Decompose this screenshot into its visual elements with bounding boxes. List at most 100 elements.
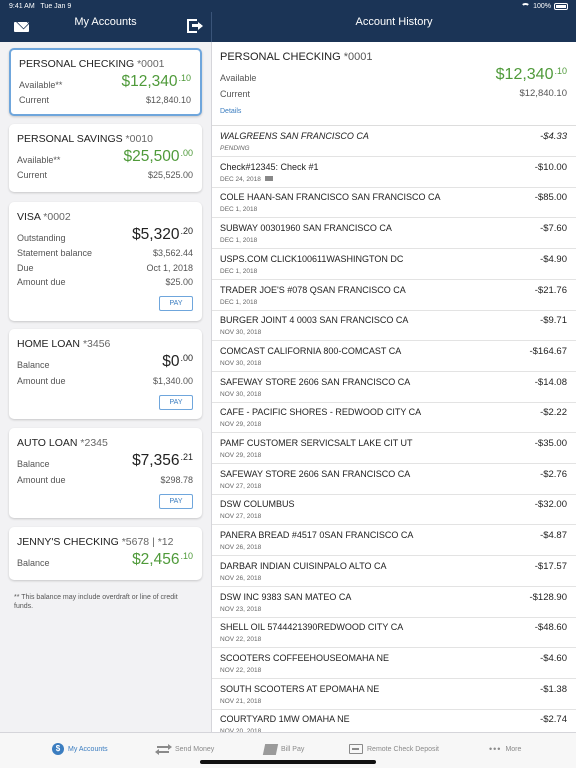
transaction-description: COMCAST CALIFORNIA 800-COMCAST CA <box>220 345 402 356</box>
transaction-amount: -$32.00 <box>534 499 567 511</box>
transaction-row[interactable]: COURTYARD 1MW OMAHA NE NOV 20, 2018 -$2.74 <box>212 709 576 732</box>
available-label: Available <box>220 73 257 83</box>
transaction-row[interactable]: PAMF CUSTOMER SERVICSALT LAKE CIT UT NOV … <box>212 433 576 464</box>
transaction-amount: -$164.67 <box>529 345 567 357</box>
transaction-row[interactable]: PANERA BREAD #4517 0SAN FRANCISCO CA NOV … <box>212 525 576 557</box>
transaction-date: NOV 29, 2018 <box>220 421 262 429</box>
transaction-amount: -$7.60 <box>540 223 567 235</box>
logout-icon[interactable] <box>187 19 203 33</box>
transaction-row[interactable]: SAFEWAY STORE 2606 SAN FRANCISCO CA NOV 2… <box>212 464 576 495</box>
transaction-amount: -$14.08 <box>534 376 567 388</box>
transaction-date: NOV 21, 2018 <box>220 697 262 705</box>
account-card-auto-loan[interactable]: AUTO LOAN *2345 Balance $7,356.21 Amount … <box>9 428 202 518</box>
dollar-icon: $ <box>52 743 64 755</box>
transaction-description: DSW INC 9383 SAN MATEO CA <box>220 591 352 602</box>
transaction-row[interactable]: WALGREENS SAN FRANCISCO CA PENDING -$4.33 <box>212 126 576 157</box>
transaction-amount: -$2.76 <box>540 468 567 480</box>
tab-remote-check-deposit[interactable]: Remote Check Deposit <box>349 741 439 757</box>
current-balance: $12,840.10 <box>519 88 567 99</box>
transaction-row[interactable]: Check#12345: Check #1 DEC 24, 2018 -$10.00 <box>212 157 576 188</box>
transaction-date: PENDING <box>220 145 250 152</box>
transaction-row[interactable]: DARBAR INDIAN CUISINPALO ALTO CA NOV 26, … <box>212 556 576 587</box>
transaction-row[interactable]: COLE HAAN-SAN FRANCISCO SAN FRANCISCO CA… <box>212 187 576 219</box>
transaction-description: SCOOTERS COFFEEHOUSEOMAHA NE <box>220 652 390 663</box>
transaction-row[interactable]: SAFEWAY STORE 2606 SAN FRANCISCO CA NOV 3… <box>212 372 576 403</box>
transaction-date: DEC 24, 2018 <box>220 175 273 183</box>
transaction-row[interactable]: CAFE - PACIFIC SHORES - REDWOOD CITY CA N… <box>212 402 576 434</box>
transaction-date: NOV 30, 2018 <box>220 390 262 398</box>
transaction-description: SHELL OIL 5744421390REDWOOD CITY CA <box>220 622 404 633</box>
home-indicator <box>200 760 376 764</box>
transaction-description: WALGREENS SAN FRANCISCO CA <box>220 131 369 141</box>
account-card-personal-savings[interactable]: PERSONAL SAVINGS *0010 Available** $25,50… <box>9 124 202 192</box>
transaction-date: NOV 27, 2018 <box>220 482 262 490</box>
account-card-jennys-checking[interactable]: JENNY'S CHECKING *5678 | *12 Balance $2,4… <box>9 527 202 580</box>
home-loan-pay-button[interactable]: PAY <box>159 395 193 410</box>
transaction-date: NOV 26, 2018 <box>220 574 262 582</box>
account-card-visa[interactable]: VISA *0002 Outstanding $5,320.20 Statemen… <box>9 202 202 321</box>
transaction-amount: -$9.71 <box>540 315 567 327</box>
transaction-description: SUBWAY 00301960 SAN FRANCISCO CA <box>220 223 392 234</box>
account-card-home-loan[interactable]: HOME LOAN *3456 Balance $0.00 Amount due $… <box>9 329 202 419</box>
more-icon: ••• <box>489 744 502 754</box>
account-history-panel: PERSONAL CHECKING *0001 Available $12,34… <box>212 42 576 732</box>
transaction-row[interactable]: BURGER JOINT 4 0003 SAN FRANCISCO CA NOV … <box>212 310 576 342</box>
transaction-row[interactable]: SOUTH SCOOTERS AT EPOMAHA NE NOV 21, 2018… <box>212 679 576 710</box>
check-image-icon[interactable] <box>264 175 273 181</box>
tab-bill-pay[interactable]: Bill Pay <box>262 741 304 757</box>
account-summary-header: PERSONAL CHECKING *0001 Available $12,34… <box>212 42 576 126</box>
auto-loan-pay-button[interactable]: PAY <box>159 494 193 509</box>
transaction-date: NOV 22, 2018 <box>220 666 262 674</box>
transaction-row[interactable]: SCOOTERS COFFEEHOUSEOMAHA NE NOV 22, 2018… <box>212 648 576 679</box>
details-link[interactable]: Details <box>220 108 242 115</box>
transaction-row[interactable]: DSW INC 9383 SAN MATEO CA NOV 23, 2018 -$1… <box>212 587 576 618</box>
transaction-amount: -$4.87 <box>540 530 567 542</box>
transaction-description: COURTYARD 1MW OMAHA NE <box>220 714 350 725</box>
transaction-amount: -$4.90 <box>540 253 567 265</box>
transaction-date: DEC 1, 2018 <box>220 237 258 245</box>
transaction-amount: -$4.60 <box>540 652 567 664</box>
visa-pay-button[interactable]: PAY <box>159 296 193 311</box>
account-card-personal-checking[interactable]: PERSONAL CHECKING *0001 Available** $12,3… <box>9 48 202 116</box>
transaction-description: PANERA BREAD #4517 0SAN FRANCISCO CA <box>220 530 414 541</box>
transaction-date: NOV 30, 2018 <box>220 329 262 337</box>
transaction-row[interactable]: SUBWAY 00301960 SAN FRANCISCO CA DEC 1, 2… <box>212 218 576 250</box>
transaction-amount: -$48.60 <box>534 622 567 634</box>
battery-percent: 100% <box>533 3 551 10</box>
transaction-amount: -$2.74 <box>540 714 567 726</box>
battery-icon <box>554 3 568 10</box>
transaction-date: DEC 1, 2018 <box>220 206 258 214</box>
transaction-description: COLE HAAN-SAN FRANCISCO SAN FRANCISCO CA <box>220 192 441 203</box>
account-name: PERSONAL CHECKING *0001 <box>220 51 373 63</box>
transaction-description: SAFEWAY STORE 2606 SAN FRANCISCO CA <box>220 376 411 387</box>
transaction-date: NOV 26, 2018 <box>220 544 262 552</box>
transaction-amount: -$1.38 <box>540 683 567 695</box>
transaction-row[interactable]: SHELL OIL 5744421390REDWOOD CITY CA NOV 2… <box>212 617 576 649</box>
transaction-amount: -$85.00 <box>534 192 567 204</box>
transaction-amount: -$21.76 <box>534 284 567 296</box>
transaction-description: DARBAR INDIAN CUISINPALO ALTO CA <box>220 560 387 571</box>
nav-bar: 9:41 AM Tue Jan 9 100% My Accounts Accou… <box>0 0 576 42</box>
transaction-amount: -$128.90 <box>529 591 567 603</box>
bill-pay-icon <box>262 743 279 755</box>
tab-send-money[interactable]: Send Money <box>155 741 214 757</box>
status-bar: 9:41 AM Tue Jan 9 100% <box>0 0 576 12</box>
transaction-description: DSW COLUMBUS <box>220 499 295 510</box>
mail-icon[interactable] <box>14 22 29 32</box>
balance-footnote: ** This balance may include overdraft or… <box>14 594 178 610</box>
transaction-row[interactable]: COMCAST CALIFORNIA 800-COMCAST CA NOV 30,… <box>212 341 576 372</box>
accounts-list: PERSONAL CHECKING *0001 Available** $12,3… <box>0 42 211 732</box>
transaction-description: BURGER JOINT 4 0003 SAN FRANCISCO CA <box>220 315 409 326</box>
tab-more[interactable]: ••• More <box>489 744 522 754</box>
transaction-date: NOV 29, 2018 <box>220 452 262 459</box>
transaction-row[interactable]: TRADER JOE'S #078 QSAN FRANCISCO CA DEC 1… <box>212 280 576 311</box>
transaction-amount: -$35.00 <box>534 438 567 449</box>
transaction-amount: -$10.00 <box>534 161 567 173</box>
my-accounts-title: My Accounts <box>74 16 137 28</box>
transaction-row[interactable]: USPS.COM CLICK100611WASHINGTON DC DEC 1, … <box>212 249 576 280</box>
transaction-description: TRADER JOE'S #078 QSAN FRANCISCO CA <box>220 284 406 295</box>
transaction-row[interactable]: DSW COLUMBUS NOV 27, 2018 -$32.00 <box>212 494 576 526</box>
current-label: Current <box>220 89 251 99</box>
transaction-description: USPS.COM CLICK100611WASHINGTON DC <box>220 253 404 264</box>
tab-my-accounts[interactable]: $ My Accounts <box>52 741 108 757</box>
